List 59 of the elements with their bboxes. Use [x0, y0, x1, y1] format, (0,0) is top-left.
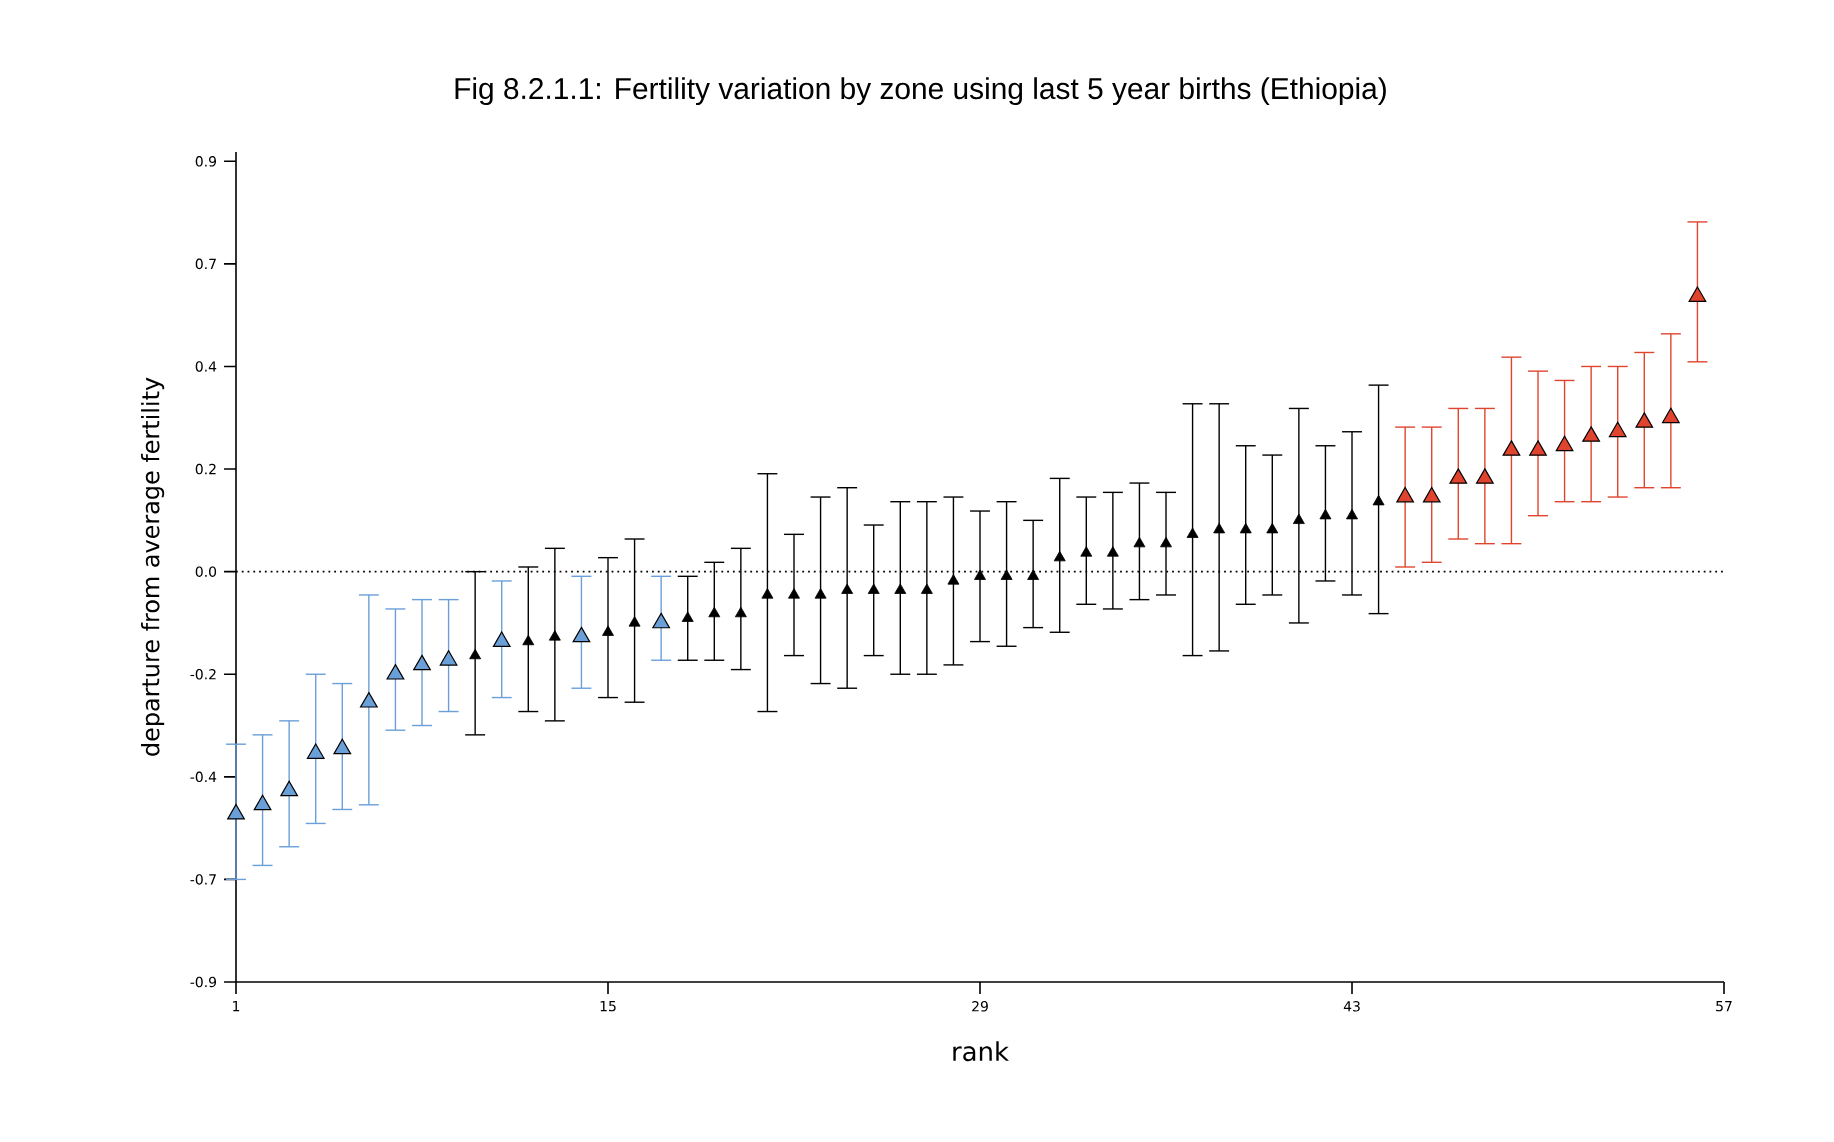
point — [1346, 508, 1358, 520]
point — [522, 634, 535, 646]
point — [1319, 508, 1332, 520]
point — [1688, 286, 1707, 302]
point — [708, 606, 721, 618]
point — [548, 630, 561, 641]
point — [1608, 421, 1627, 438]
point — [1186, 527, 1199, 538]
point — [841, 583, 854, 594]
point — [253, 794, 272, 811]
point — [1661, 407, 1680, 424]
point — [1000, 569, 1013, 580]
point — [1106, 546, 1119, 557]
point — [1053, 550, 1066, 562]
point — [867, 583, 880, 594]
point — [628, 616, 641, 627]
point — [920, 583, 933, 594]
point — [359, 692, 378, 708]
point — [306, 743, 325, 759]
point — [1213, 522, 1226, 534]
point — [1449, 468, 1468, 484]
point — [1133, 536, 1146, 548]
point — [602, 625, 614, 636]
point — [734, 606, 747, 618]
point — [227, 803, 245, 820]
point — [280, 780, 299, 797]
point — [1027, 569, 1040, 580]
point — [492, 631, 511, 647]
point — [1529, 440, 1547, 456]
point — [974, 569, 986, 580]
point — [1239, 522, 1252, 534]
point — [681, 611, 694, 622]
point — [1555, 435, 1574, 452]
point — [1502, 440, 1521, 456]
point — [572, 626, 591, 643]
point — [469, 648, 482, 660]
x-axis-title: rank — [953, 1041, 1009, 1062]
point — [1475, 468, 1494, 484]
point — [386, 664, 405, 680]
point — [1080, 546, 1093, 557]
point — [947, 574, 960, 585]
point — [814, 588, 827, 599]
point — [1160, 536, 1172, 548]
chart-title: Fig 8.2.1.1: Fertility variation by zone using last 5 year births (Ethiopia) — [455, 77, 1386, 106]
point — [333, 738, 352, 755]
point — [1266, 522, 1279, 534]
point — [1582, 426, 1601, 442]
point — [1292, 513, 1305, 524]
point — [894, 583, 907, 594]
point — [439, 650, 458, 666]
point — [413, 654, 431, 671]
point — [1396, 486, 1415, 503]
point — [788, 588, 800, 599]
point — [652, 612, 671, 629]
point — [1372, 494, 1385, 506]
point — [1635, 412, 1654, 428]
point — [1422, 486, 1441, 503]
point — [761, 588, 774, 599]
y-axis-title: departure from average fertility — [141, 377, 165, 756]
